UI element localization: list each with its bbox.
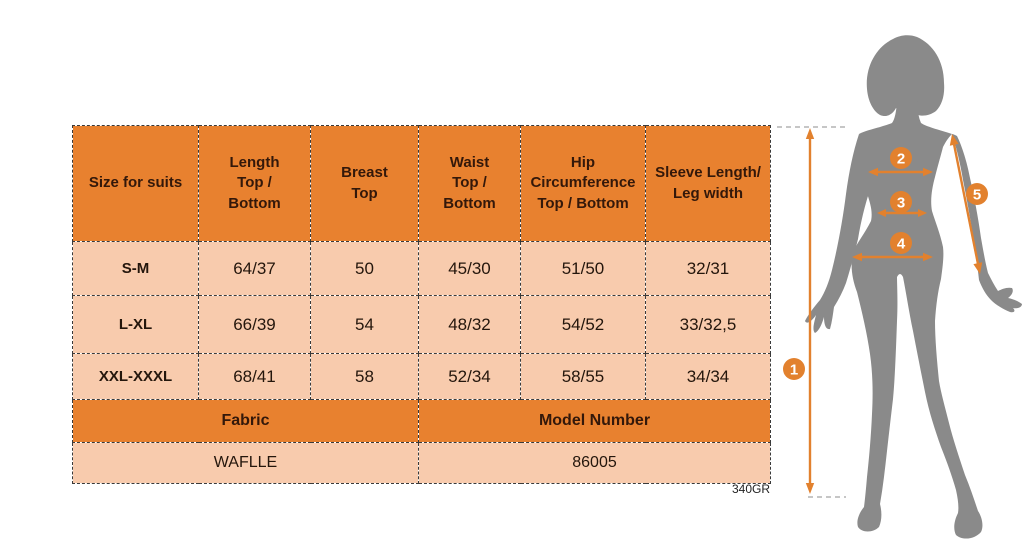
column-header-length: Length Top / Bottom bbox=[198, 125, 311, 242]
breast-value: 50 bbox=[310, 241, 419, 296]
table-row-s-m: S-M 64/37 50 45/30 51/50 32/31 bbox=[72, 241, 771, 296]
fabric-label: Fabric bbox=[72, 399, 419, 443]
column-header-breast: Breast Top bbox=[310, 125, 419, 242]
measure-arrow-length bbox=[805, 128, 815, 494]
woman-silhouette-left-arm bbox=[805, 134, 871, 333]
measure-marker-4: 4 bbox=[890, 232, 912, 254]
measure-arrow-waist bbox=[877, 209, 927, 217]
sleeve-value: 33/32,5 bbox=[645, 295, 771, 354]
waist-value: 52/34 bbox=[418, 353, 521, 400]
column-header-size: Size for suits bbox=[72, 125, 199, 242]
waist-value: 48/32 bbox=[418, 295, 521, 354]
model-number-label: Model Number bbox=[418, 399, 771, 443]
measure-marker-3: 3 bbox=[890, 191, 912, 213]
measure-marker-2: 2 bbox=[890, 147, 912, 169]
measure-arrow-bust bbox=[868, 167, 933, 177]
table-header-row: Size for suits Length Top / Bottom Breas… bbox=[72, 125, 771, 242]
length-value: 68/41 bbox=[198, 353, 311, 400]
length-value: 66/39 bbox=[198, 295, 311, 354]
sleeve-value: 32/31 bbox=[645, 241, 771, 296]
breast-value: 54 bbox=[310, 295, 419, 354]
waist-value: 45/30 bbox=[418, 241, 521, 296]
fabric-value: WAFLLE bbox=[72, 442, 419, 484]
measure-arrow-hip bbox=[852, 252, 933, 262]
breast-value: 58 bbox=[310, 353, 419, 400]
column-header-hip: Hip Circumference Top / Bottom bbox=[520, 125, 646, 242]
sleeve-value: 34/34 bbox=[645, 353, 771, 400]
size-chart-table: Size for suits Length Top / Bottom Breas… bbox=[72, 125, 771, 484]
body-measurement-diagram: 1 2 3 4 5 bbox=[777, 35, 1022, 539]
hip-value: 58/55 bbox=[520, 353, 646, 400]
fabric-weight-note: 340GR bbox=[731, 482, 770, 496]
size-label: S-M bbox=[72, 241, 199, 296]
column-header-waist: Waist Top / Bottom bbox=[418, 125, 521, 242]
length-value: 64/37 bbox=[198, 241, 311, 296]
size-label: XXL-XXXL bbox=[72, 353, 199, 400]
hip-value: 54/52 bbox=[520, 295, 646, 354]
measure-arrow-sleeve bbox=[949, 134, 983, 274]
table-row-xxl-xxxl: XXL-XXXL 68/41 58 52/34 58/55 34/34 bbox=[72, 353, 771, 400]
column-header-sleeve: Sleeve Length/ Leg width bbox=[645, 125, 771, 242]
table-row-fabric-model-labels: Fabric Model Number bbox=[72, 399, 771, 443]
measure-marker-5: 5 bbox=[966, 183, 988, 205]
marker-label-5: 5 bbox=[973, 186, 981, 203]
model-number-value: 86005 bbox=[418, 442, 771, 484]
measurement-figure: 1 2 3 4 5 bbox=[760, 0, 1024, 548]
marker-label-2: 2 bbox=[897, 150, 905, 167]
woman-silhouette-right-arm bbox=[952, 134, 1022, 313]
table-row-fabric-model-values: WAFLLE 86005 bbox=[72, 442, 771, 484]
measure-marker-1: 1 bbox=[783, 358, 805, 380]
hip-value: 51/50 bbox=[520, 241, 646, 296]
size-label: L-XL bbox=[72, 295, 199, 354]
table-row-l-xl: L-XL 66/39 54 48/32 54/52 33/32,5 bbox=[72, 295, 771, 354]
marker-label-3: 3 bbox=[897, 194, 905, 211]
woman-silhouette-hair bbox=[866, 35, 945, 117]
marker-label-4: 4 bbox=[897, 235, 906, 252]
marker-label-1: 1 bbox=[790, 361, 798, 378]
